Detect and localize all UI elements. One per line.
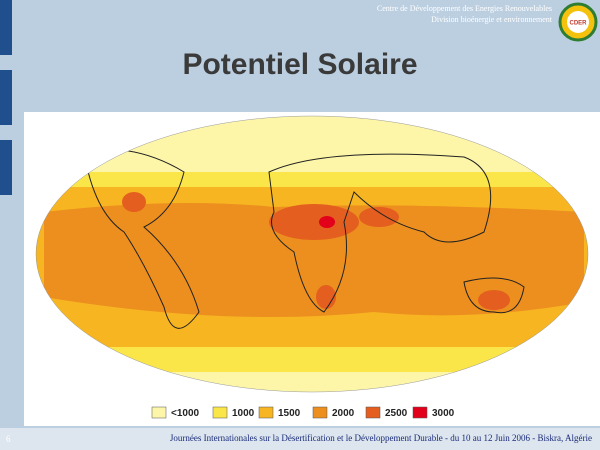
logo: CDER	[558, 2, 598, 42]
logo-text: CDER	[569, 21, 587, 27]
footer: 6 Journées Internationales sur la Désert…	[0, 428, 600, 450]
legend: <1000 1000 1500 2000 2500 3000	[151, 406, 455, 419]
org-line: Division bioénergie et environnement	[431, 15, 552, 24]
legend-swatch	[212, 406, 228, 419]
legend-swatch	[365, 406, 381, 419]
legend-swatch	[412, 406, 428, 419]
side-block	[0, 0, 12, 55]
legend-label: 2000	[332, 408, 355, 419]
header: Centre de Développement des Energies Ren…	[377, 3, 552, 25]
legend-swatch	[312, 406, 328, 419]
legend-swatch	[151, 406, 167, 419]
legend-label: 1500	[278, 408, 301, 419]
slide-title: Potentiel Solaire	[182, 48, 418, 81]
map-panel: <1000 1000 1500 2000 2500 3000	[24, 112, 600, 426]
solar-map	[36, 116, 588, 392]
legend-label: <1000	[171, 408, 200, 419]
legend-label: 2500	[385, 408, 408, 419]
page-number: 6	[6, 434, 11, 444]
legend-swatch	[258, 406, 274, 419]
org-line: Centre de Développement des Energies Ren…	[376, 4, 552, 13]
side-block	[0, 140, 12, 195]
legend-label: 1000	[232, 408, 255, 419]
side-block	[0, 70, 12, 125]
footer-text: Journées Internationales sur la Désertif…	[169, 433, 592, 443]
legend-label: 3000	[432, 408, 455, 419]
